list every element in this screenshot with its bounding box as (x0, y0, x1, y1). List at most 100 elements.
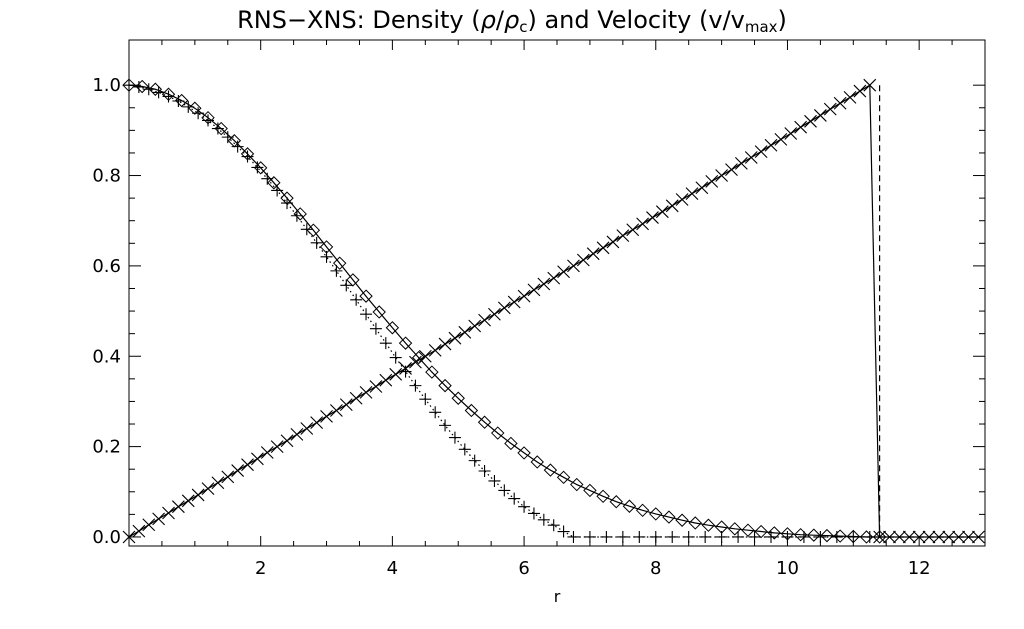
series-line (128, 84, 870, 538)
data-point (863, 78, 877, 92)
data-point (409, 355, 422, 369)
data-point (734, 156, 748, 170)
data-point (330, 404, 343, 417)
data-point (260, 446, 274, 459)
data-point (251, 161, 264, 174)
data-point (715, 530, 728, 543)
data-point (705, 175, 719, 188)
data-point (333, 256, 347, 270)
data-point (843, 90, 857, 104)
data-point (281, 197, 294, 210)
data-point (369, 322, 382, 335)
x-tick-label: 12 (908, 558, 931, 579)
title-slash: / (495, 6, 504, 34)
data-point (699, 530, 712, 543)
data-point (537, 513, 550, 526)
data-point (823, 102, 837, 116)
data-point (767, 526, 781, 540)
data-point (477, 415, 492, 429)
data-point (701, 518, 716, 532)
data-point (807, 528, 821, 542)
data-point (300, 422, 314, 435)
data-point (797, 530, 810, 543)
data-point (830, 530, 843, 543)
title-rho: ρ (480, 6, 496, 34)
data-point (439, 419, 452, 432)
data-point (497, 301, 511, 315)
data-point (567, 259, 580, 273)
data-point (804, 114, 817, 128)
data-point (517, 446, 531, 460)
data-point (221, 470, 235, 484)
data-point (853, 84, 867, 98)
data-point (320, 409, 333, 423)
data-point (202, 114, 215, 127)
data-point (649, 530, 662, 543)
data-point (385, 321, 400, 335)
data-point (201, 482, 215, 496)
y-tick-label: 0.6 (92, 256, 121, 277)
data-point (162, 90, 175, 103)
data-point (349, 391, 363, 405)
data-point (293, 207, 307, 221)
data-point (221, 131, 234, 144)
data-point (211, 122, 224, 135)
data-point (438, 337, 452, 351)
data-point (508, 492, 521, 505)
title-prefix: RNS−XNS: Density ( (237, 6, 481, 34)
chart-title-container: RNS−XNS: Density (ρ/ρc) and Velocity (v/… (0, 0, 1024, 40)
data-point (451, 391, 465, 405)
data-point (695, 181, 709, 195)
data-point (765, 530, 777, 543)
series-0 (122, 78, 887, 544)
data-point (498, 484, 511, 497)
x-tick-label: 6 (518, 558, 529, 579)
data-point (859, 530, 874, 544)
data-point (290, 428, 304, 441)
data-point (148, 82, 163, 96)
data-point (346, 273, 360, 287)
data-point (360, 308, 373, 321)
data-point (488, 474, 501, 487)
data-point (399, 365, 412, 378)
data-point (872, 530, 887, 544)
data-point (290, 209, 303, 222)
data-point (458, 325, 472, 339)
data-point (728, 522, 742, 536)
data-point (543, 463, 558, 477)
data-point (596, 241, 610, 255)
data-point (833, 529, 847, 543)
title-c-subscript: c (519, 18, 528, 36)
data-point (754, 524, 768, 539)
title-rho-c: ρ (503, 6, 520, 34)
data-point (847, 530, 860, 543)
data-point (398, 336, 413, 350)
data-point (350, 293, 363, 306)
data-point (438, 378, 452, 393)
data-point (547, 271, 561, 285)
data-point (732, 530, 745, 543)
data-point (171, 500, 185, 514)
data-point (646, 211, 659, 224)
y-tick-label: 0.0 (92, 527, 121, 548)
y-tick-label: 0.2 (92, 437, 121, 458)
data-point (635, 503, 650, 518)
data-point (478, 313, 491, 327)
data-point (609, 495, 623, 509)
data-point (369, 380, 383, 393)
x-tick-label: 4 (387, 558, 398, 579)
data-point (379, 373, 393, 387)
x-axis-label: r (554, 587, 561, 606)
data-point (537, 277, 551, 291)
data-point (191, 488, 205, 502)
data-point (557, 525, 570, 538)
data-point (271, 184, 284, 197)
data-point (172, 94, 185, 107)
data-point (748, 530, 761, 543)
data-point (419, 393, 432, 406)
data-point (576, 253, 590, 267)
data-point (448, 431, 461, 444)
data-point (518, 500, 531, 513)
data-point (665, 199, 679, 213)
